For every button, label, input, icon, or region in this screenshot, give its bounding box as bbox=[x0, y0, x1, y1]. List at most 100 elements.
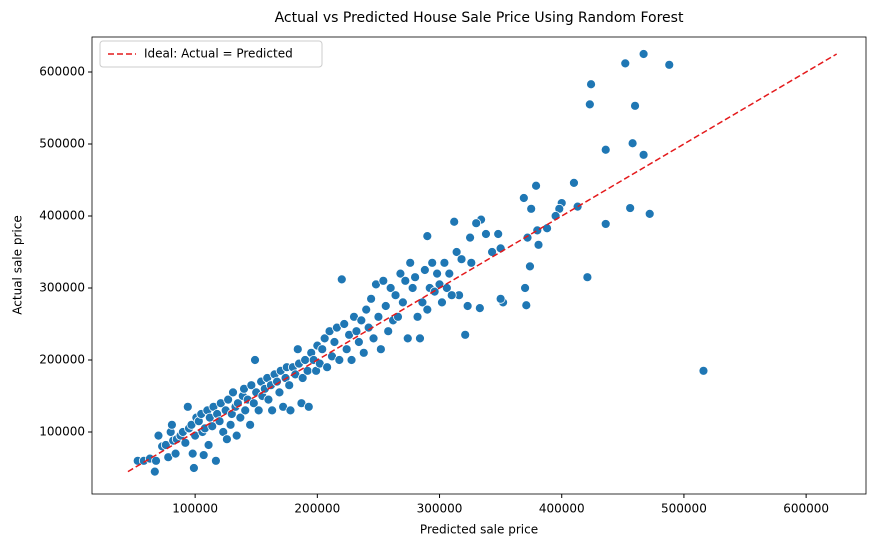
scatter-point bbox=[272, 376, 282, 387]
x-tick-label: 300000 bbox=[417, 502, 463, 516]
scatter-point bbox=[532, 225, 543, 236]
axes-frame bbox=[91, 36, 867, 495]
scatter-point bbox=[303, 401, 314, 412]
legend-box bbox=[99, 40, 323, 68]
scatter-point bbox=[246, 380, 257, 391]
scatter-point bbox=[353, 337, 364, 347]
scatter-point bbox=[211, 455, 221, 466]
scatter-point bbox=[407, 283, 418, 293]
scatter-point bbox=[474, 303, 485, 314]
scatter-point bbox=[346, 355, 357, 365]
scatter-point bbox=[222, 434, 232, 445]
scatter-point bbox=[151, 455, 161, 466]
scatter-point bbox=[412, 311, 423, 322]
scatter-point bbox=[456, 254, 467, 265]
scatter-point bbox=[481, 229, 491, 239]
scatter-point bbox=[341, 344, 352, 355]
scatter-point bbox=[292, 344, 303, 355]
scatter-point bbox=[439, 257, 450, 268]
scatter-point bbox=[419, 265, 430, 275]
scatter-point bbox=[569, 177, 579, 188]
reference-line bbox=[127, 53, 838, 473]
scatter-point bbox=[533, 239, 544, 250]
legend-label: Ideal: Actual = Predicted bbox=[144, 47, 293, 61]
y-tick-label: 500000 bbox=[39, 136, 85, 150]
scatter-point bbox=[451, 247, 462, 257]
scatter-point bbox=[267, 405, 278, 416]
scatter-point bbox=[263, 394, 274, 405]
scatter-point bbox=[203, 440, 214, 450]
scatter-point bbox=[400, 275, 411, 286]
scatter-point bbox=[336, 274, 347, 285]
scatter-point bbox=[322, 362, 333, 373]
scatter-point bbox=[284, 380, 295, 391]
scatter-point bbox=[644, 208, 655, 219]
scatter-point bbox=[300, 355, 311, 365]
scatter-point bbox=[526, 203, 537, 214]
y-tick-label: 400000 bbox=[39, 208, 85, 222]
x-axis-label: Predicted sale price bbox=[420, 523, 538, 537]
scatter-point bbox=[361, 304, 372, 315]
scatter-point bbox=[180, 437, 191, 448]
scatter-point bbox=[584, 99, 595, 110]
scatter-point bbox=[368, 333, 379, 344]
scatter-point bbox=[542, 223, 552, 234]
scatter-point bbox=[339, 319, 350, 329]
scatter-point bbox=[493, 229, 504, 239]
scatter-point bbox=[495, 293, 506, 304]
scatter-point bbox=[198, 450, 209, 460]
scatter-point bbox=[240, 405, 251, 416]
scatter-point bbox=[245, 419, 256, 430]
scatter-point bbox=[630, 100, 640, 111]
scatter-point bbox=[149, 466, 160, 477]
scatter-point bbox=[525, 261, 535, 272]
scatter-point bbox=[449, 216, 460, 227]
scatter-point bbox=[223, 394, 234, 405]
scatter-point bbox=[462, 301, 473, 311]
scatter-point bbox=[170, 448, 181, 459]
scatter-point bbox=[521, 300, 532, 311]
y-axis-label: Actual sale price bbox=[11, 215, 25, 314]
scatter-point bbox=[446, 290, 457, 301]
x-tick-label: 400000 bbox=[539, 502, 585, 516]
scatter-point bbox=[520, 283, 530, 293]
scatter-point bbox=[319, 333, 330, 344]
scatter-point bbox=[378, 275, 389, 286]
scatter-point bbox=[698, 365, 709, 376]
scatter-point bbox=[427, 257, 438, 268]
scatter-point bbox=[627, 138, 638, 149]
scatter-point bbox=[375, 344, 386, 355]
scatter-point bbox=[422, 231, 433, 242]
scatter-point bbox=[572, 201, 583, 212]
scatter-point bbox=[405, 257, 416, 268]
scatter-point bbox=[625, 203, 636, 213]
x-tick-label: 100000 bbox=[172, 502, 218, 516]
scatter-point bbox=[432, 268, 442, 279]
chart-title: Actual vs Predicted House Sale Price Usi… bbox=[275, 10, 684, 26]
scatter-point bbox=[373, 311, 384, 322]
y-tick-label: 600000 bbox=[39, 64, 85, 78]
scatter-point bbox=[334, 355, 345, 365]
scatter-point bbox=[638, 149, 649, 160]
scatter-point bbox=[274, 387, 285, 398]
y-tick-label: 100000 bbox=[39, 425, 85, 439]
scatter-point bbox=[248, 398, 259, 409]
scatter-point bbox=[317, 344, 328, 355]
scatter-point bbox=[402, 333, 413, 344]
scatter-point bbox=[153, 430, 164, 441]
y-tick-label: 200000 bbox=[39, 353, 85, 367]
scatter-point bbox=[187, 448, 198, 459]
scatter-point bbox=[167, 419, 177, 430]
scatter-point bbox=[302, 365, 313, 376]
scatter-point bbox=[383, 326, 394, 337]
scatter-point bbox=[253, 405, 264, 416]
scatter-point bbox=[444, 268, 455, 279]
scatter-point bbox=[285, 405, 296, 416]
scatter-point bbox=[351, 326, 362, 337]
scatter-point bbox=[250, 355, 260, 365]
scatter-point bbox=[395, 268, 406, 279]
scatter-point bbox=[487, 247, 497, 257]
scatter-point bbox=[235, 412, 246, 423]
